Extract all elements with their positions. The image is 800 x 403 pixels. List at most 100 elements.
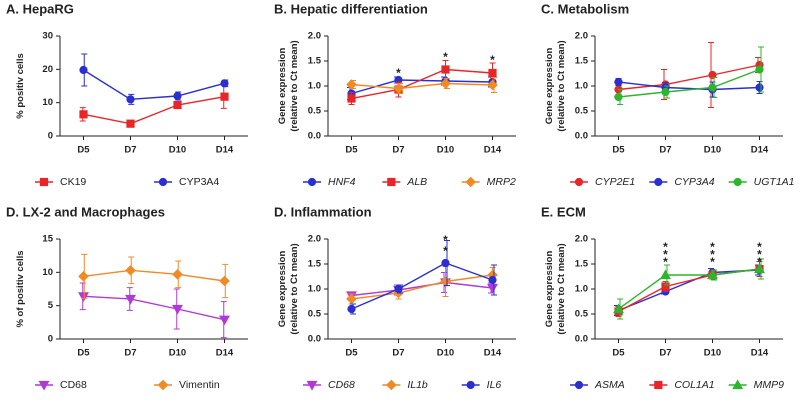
y-tick-label: 1.5 [575,259,589,270]
significance-mark: * [710,248,715,262]
data-point [707,269,718,280]
y-tick-label: 2.0 [308,234,321,245]
data-point [173,100,182,110]
y-axis-label: Gene expression(relative to Ct mean) [277,243,300,334]
y-axis-label: % positiv cells [15,53,26,118]
significance-mark: * [710,255,715,269]
legend-marker [466,380,475,390]
x-tick-label: D14 [484,145,502,156]
x-tick-label: D14 [484,348,502,359]
legend-marker [574,380,584,390]
data-point [125,294,136,305]
y-tick-label: 0.0 [575,131,588,142]
x-tick-label: D5 [77,348,90,359]
y-axis-label-line: Gene expression [277,251,288,328]
legend-marker [158,177,168,187]
y-axis-label-line: Gene expression [544,251,555,328]
data-point [661,282,670,291]
y-tick-label: 5 [48,300,54,311]
legend-label: Vimentin [179,379,220,391]
y-axis-label-line: % positiv cells [15,53,26,118]
data-point [346,79,357,90]
x-tick-label: D5 [345,348,358,359]
x-tick-label: D7 [124,145,136,156]
data-point [347,304,356,314]
x-tick-label: D7 [659,348,671,359]
y-tick-label: 15 [42,234,53,245]
data-point [78,292,89,302]
series-line [351,281,493,297]
data-point [487,283,498,294]
x-tick-label: D7 [124,348,136,359]
y-tick-label: 2.0 [575,31,588,42]
y-axis-label-line: (relative to Ct mean) [289,40,300,131]
data-point [441,65,450,74]
legend-label: CD68 [328,379,355,391]
legend-label: CD68 [60,379,87,391]
data-point [172,269,183,280]
y-tick-label: 0.5 [308,106,322,117]
data-point [440,78,451,89]
series-line [351,82,493,90]
legend-marker [306,380,318,391]
legend-marker [732,379,744,390]
x-tick-label: D10 [437,348,454,359]
data-point [660,269,671,280]
data-point [708,70,717,80]
series-line [618,268,760,310]
y-tick-label: 0.0 [308,131,321,142]
data-point [79,110,88,119]
significance-mark: * [663,240,668,254]
significance-mark: * [396,66,401,80]
legend-marker [386,379,397,391]
y-tick-label: 0.5 [575,106,589,117]
y-tick-label: 1.5 [308,259,322,270]
significance-mark: * [757,248,762,262]
legend-label: IL6 [487,379,502,391]
y-tick-label: 1.0 [308,284,321,295]
significance-mark: * [757,255,762,269]
legend-label: ALB [406,176,427,188]
data-point [126,95,135,104]
data-point [488,275,497,285]
data-point [220,92,229,101]
y-tick-label: 1.0 [308,81,321,92]
y-tick-label: 0 [48,131,53,142]
y-tick-label: 1.5 [308,56,322,67]
data-point [126,119,135,128]
legend-label: MRP2 [487,176,516,188]
legend-label: CYP2E1 [595,176,635,188]
y-tick-label: 0.5 [308,309,322,320]
series-line [618,68,760,98]
legend-label: COL1A1 [674,379,714,391]
legend-label: UGT1A1 [754,176,795,188]
data-point [614,77,623,87]
data-point [487,79,498,91]
x-tick-label: D10 [169,348,186,359]
data-point [441,258,450,268]
data-point [393,83,404,94]
legend-marker [39,177,49,187]
data-point [661,87,670,97]
series-line [83,295,225,321]
y-axis-label-line: Gene expression [544,48,555,125]
y-tick-label: 2.0 [308,31,321,42]
panel-title: D. Inflammation [274,204,372,219]
series-line [83,269,225,282]
x-tick-label: D7 [392,348,404,359]
series-line [351,274,493,300]
legend-label: IL1b [407,379,428,391]
legend-label: CK19 [60,176,86,188]
y-tick-label: 10 [42,267,53,278]
panel-title: C. Metabolism [541,1,629,16]
data-point [173,91,182,101]
data-point [79,65,88,75]
y-tick-label: 0.0 [308,334,321,345]
y-axis-label: % of positiv cells [15,250,26,327]
data-point [78,271,89,282]
legend-marker [387,177,396,187]
y-tick-label: 1.0 [575,284,588,295]
legend-marker [38,380,50,391]
x-tick-label: D10 [704,145,721,156]
x-tick-label: D10 [437,145,454,156]
